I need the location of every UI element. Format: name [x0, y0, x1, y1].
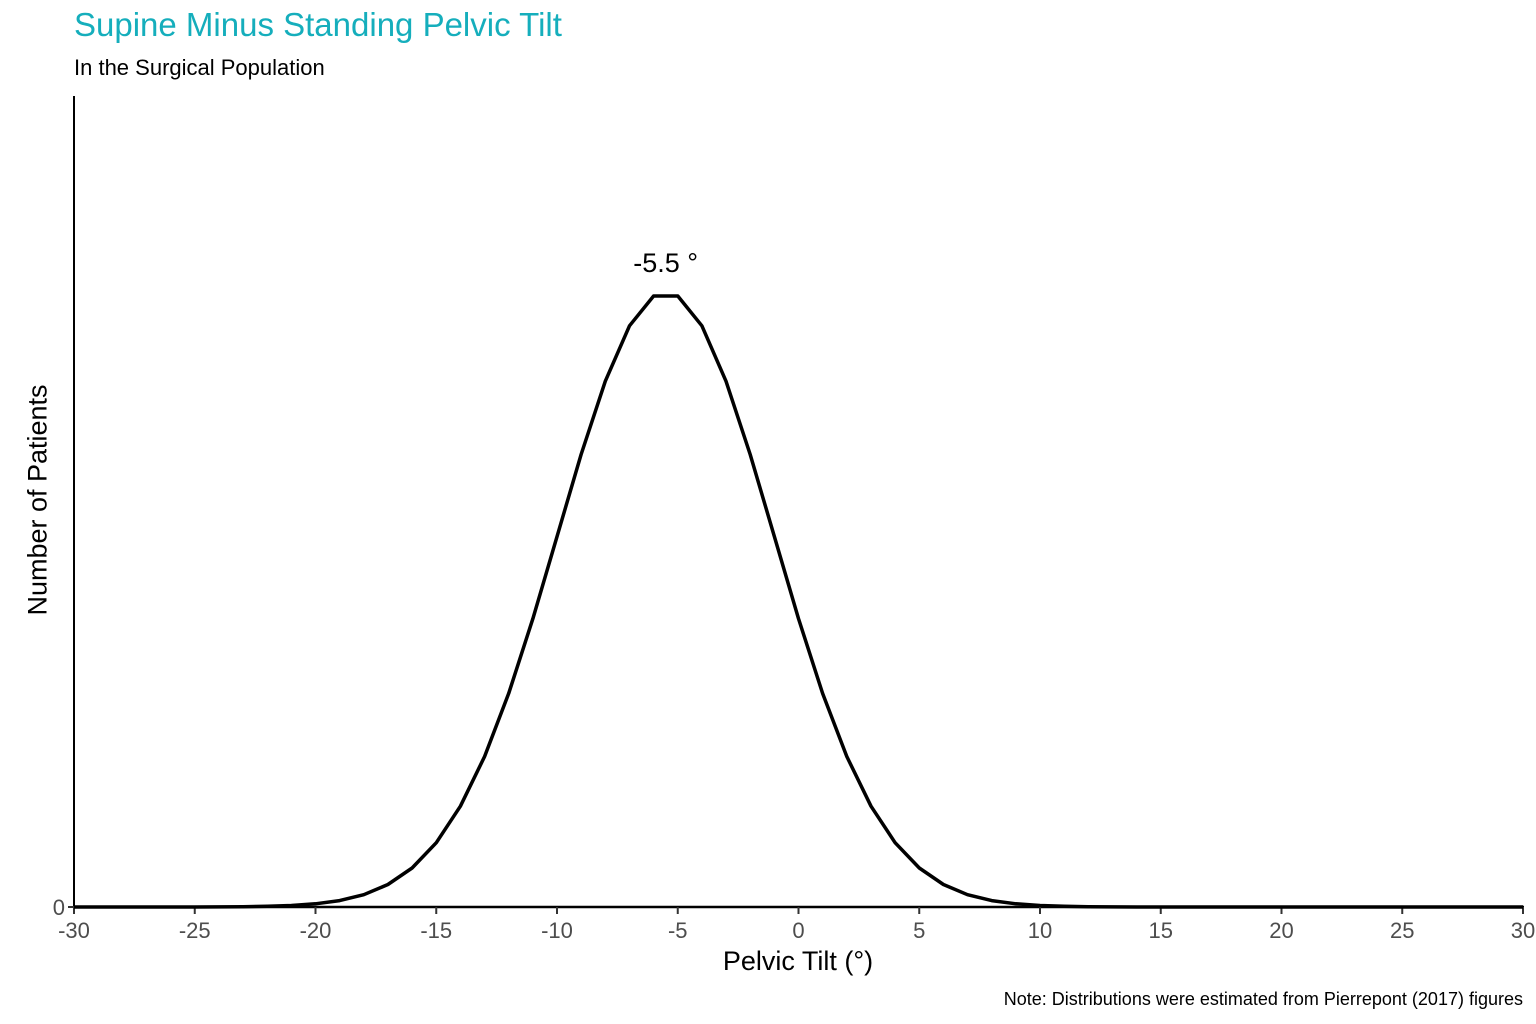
density-curve: [74, 294, 1523, 909]
x-axis-label: Pelvic Tilt (°): [722, 946, 874, 976]
y-tick-label-0: 0: [53, 895, 65, 920]
x-tick-label: 10: [1028, 918, 1052, 943]
source-note: Note: Distributions were estimated from …: [1003, 989, 1523, 1009]
x-axis-ticks: -30 -25 -20 -15 -10 -5 0 5 10 15 20 25 30: [58, 907, 1535, 943]
x-tick-label: -5: [668, 918, 688, 943]
x-tick-label: 30: [1511, 918, 1535, 943]
x-tick-label: -30: [58, 918, 90, 943]
chart-title: Supine Minus Standing Pelvic Tilt: [74, 6, 562, 43]
axes: [68, 96, 1524, 909]
x-tick-label: -25: [179, 918, 211, 943]
x-tick-label: -20: [300, 918, 332, 943]
x-tick-label: 0: [792, 918, 804, 943]
x-tick-label: 20: [1269, 918, 1293, 943]
x-tick-label: 15: [1149, 918, 1173, 943]
x-tick-label: -15: [420, 918, 452, 943]
peak-annotation: -5.5 °: [633, 248, 698, 278]
x-tick-label: 5: [913, 918, 925, 943]
x-tick-label: 25: [1390, 918, 1414, 943]
x-tick-label: -10: [541, 918, 573, 943]
chart-subtitle: In the Surgical Population: [74, 55, 325, 80]
